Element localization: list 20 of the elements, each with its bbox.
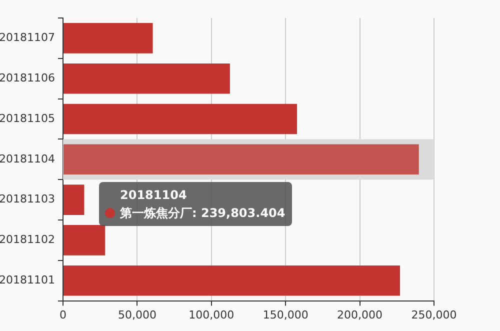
y-tick-label: 20181102 bbox=[0, 233, 55, 246]
y-tick-label: 20181101 bbox=[0, 273, 55, 286]
annotation: 20181104 第一炼焦分厂: 239,803.404 bbox=[119, 187, 286, 222]
bar bbox=[64, 23, 153, 54]
x-tick-label: 200,000 bbox=[337, 308, 383, 322]
x-tick-label: 100,000 bbox=[188, 308, 234, 322]
y-tick-label: 20181105 bbox=[0, 112, 55, 125]
y-tick-label: 20181107 bbox=[0, 31, 55, 44]
y-tick-label: 20181103 bbox=[0, 192, 55, 206]
x-tick-label: 150,000 bbox=[262, 308, 308, 322]
x-tick-label: 250,000 bbox=[411, 308, 457, 322]
x-tick-label: 50,000 bbox=[118, 308, 156, 322]
y-tick-label: 20181104 bbox=[0, 152, 55, 166]
bar bbox=[64, 265, 400, 296]
x-tick-label: 0 bbox=[60, 308, 66, 322]
y-tick-label: 20181106 bbox=[0, 71, 55, 84]
bar bbox=[64, 63, 230, 94]
bar bbox=[64, 184, 84, 215]
bar bbox=[64, 104, 298, 134]
bar bbox=[64, 225, 106, 256]
